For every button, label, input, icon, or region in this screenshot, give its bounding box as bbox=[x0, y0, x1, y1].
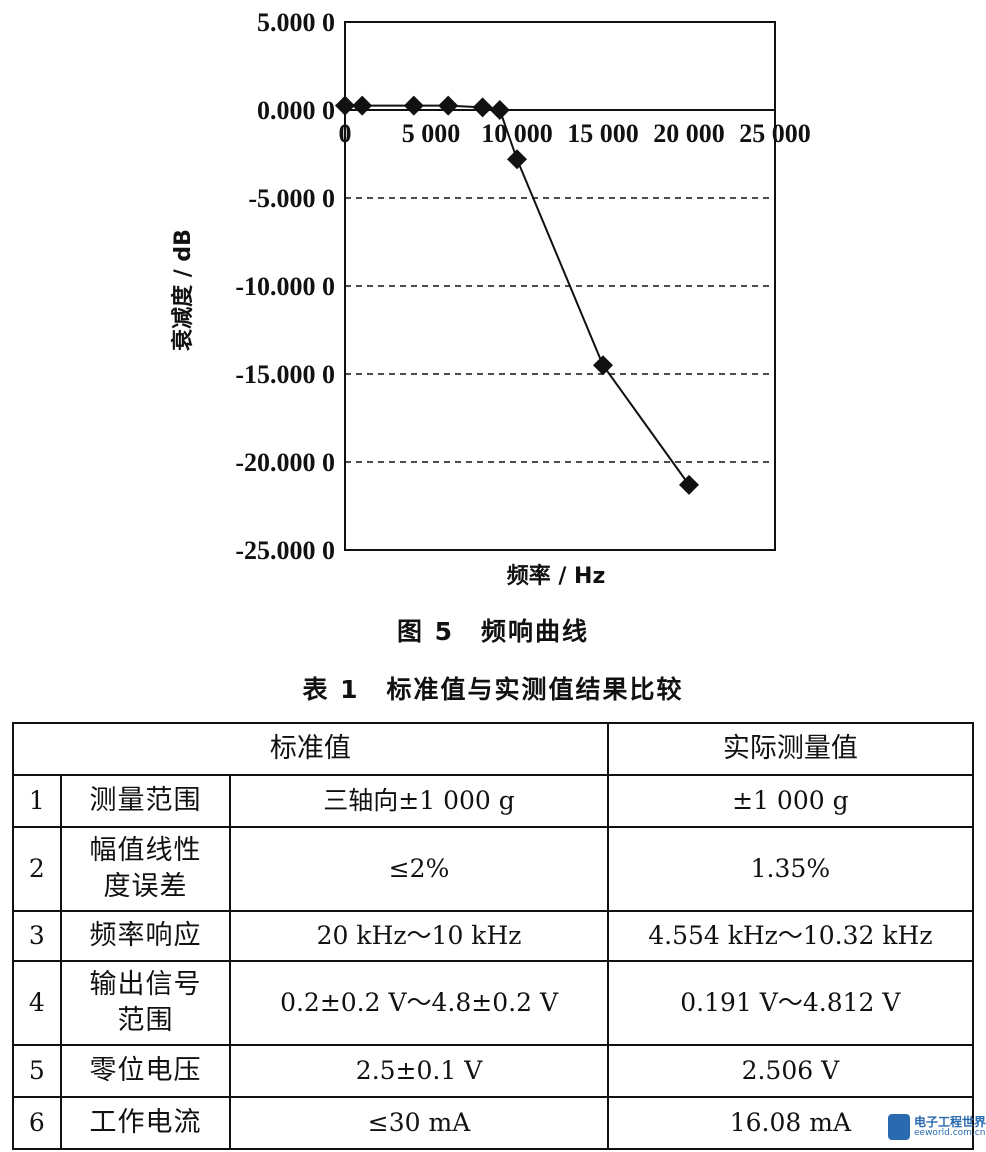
frequency-response-chart: 5.000 0 0.000 0 -5.000 0 -10.000 0 -15.000 0… bbox=[170, 8, 811, 589]
row-measured: 0.191 V～4.812 V bbox=[606, 960, 975, 1046]
data-point-marker bbox=[472, 97, 493, 118]
y-tick-label: -10.000 0 bbox=[235, 272, 335, 301]
data-point-marker bbox=[438, 95, 459, 116]
table-caption: 表 1 标准值与实测值结果比较 bbox=[302, 675, 684, 704]
row-standard: 20 kHz～10 kHz bbox=[229, 910, 609, 962]
x-tick-label: 10 000 bbox=[481, 119, 553, 148]
y-tick-label: -25.000 0 bbox=[235, 536, 335, 565]
y-tick-label: 0.000 0 bbox=[257, 96, 335, 125]
table-row: 5 零位电压 2.5±0.1 V 2.506 V bbox=[12, 1044, 975, 1098]
comparison-table: 标准值 实际测量值 1 测量范围 三轴向±1 000 g ±1 000 g 2 … bbox=[12, 722, 975, 1150]
figure-caption: 图 5 频响曲线 bbox=[396, 617, 590, 646]
row-item: 幅值线性 度误差 bbox=[59, 826, 232, 912]
x-tick-label: 25 000 bbox=[739, 119, 811, 148]
y-tick-label: 5.000 0 bbox=[257, 8, 335, 37]
row-standard: 2.5±0.1 V bbox=[229, 1044, 609, 1098]
logo-icon bbox=[888, 1114, 910, 1140]
header-standard: 标准值 bbox=[12, 722, 609, 776]
data-point-marker bbox=[593, 355, 613, 376]
y-tick-label: -5.000 0 bbox=[248, 184, 335, 213]
y-axis-title: 衰减度 / dB bbox=[170, 229, 196, 352]
row-item: 输出信号 范围 bbox=[59, 960, 232, 1046]
data-point-marker bbox=[403, 95, 424, 116]
header-measured: 实际测量值 bbox=[606, 722, 975, 776]
row-measured: 2.506 V bbox=[606, 1044, 975, 1098]
data-point-marker bbox=[352, 95, 373, 116]
row-standard: ≤30 mA bbox=[229, 1096, 609, 1150]
watermark-title: 电子工程世界 bbox=[914, 1115, 986, 1129]
row-index: 4 bbox=[12, 960, 62, 1046]
row-standard: 三轴向±1 000 g bbox=[229, 774, 609, 828]
row-item-line: 度误差 bbox=[103, 871, 188, 902]
watermark-site: eeworld.com.cn bbox=[914, 1128, 986, 1138]
x-tick-label: 15 000 bbox=[567, 119, 639, 148]
row-measured: 1.35% bbox=[606, 826, 975, 912]
table-row: 2 幅值线性 度误差 ≤2% 1.35% bbox=[12, 826, 975, 912]
row-item: 频率响应 bbox=[59, 910, 232, 962]
row-index: 2 bbox=[12, 826, 62, 912]
row-item-line: 输出信号 bbox=[89, 969, 202, 1000]
row-item: 工作电流 bbox=[59, 1096, 232, 1150]
row-index: 5 bbox=[12, 1044, 62, 1098]
row-measured: 16.08 mA bbox=[606, 1096, 975, 1150]
x-axis-title: 频率 / Hz bbox=[507, 563, 606, 589]
data-point-marker bbox=[489, 100, 510, 120]
row-item: 零位电压 bbox=[59, 1044, 232, 1098]
y-tick-label: -15.000 0 bbox=[235, 360, 335, 389]
table-row: 4 输出信号 范围 0.2±0.2 V～4.8±0.2 V 0.191 V～4.… bbox=[12, 960, 975, 1046]
row-standard: 0.2±0.2 V～4.8±0.2 V bbox=[229, 960, 609, 1046]
data-point-marker bbox=[335, 95, 355, 116]
x-tick-label: 0 bbox=[339, 119, 352, 148]
table-row: 3 频率响应 20 kHz～10 kHz 4.554 kHz～10.32 kHz bbox=[12, 910, 975, 962]
row-item: 测量范围 bbox=[59, 774, 232, 828]
table-row: 1 测量范围 三轴向±1 000 g ±1 000 g bbox=[12, 774, 975, 828]
row-measured: 4.554 kHz～10.32 kHz bbox=[606, 910, 975, 962]
watermark-logo: 电子工程世界 eeworld.com.cn bbox=[886, 1110, 986, 1144]
row-index: 1 bbox=[12, 774, 62, 828]
row-index: 6 bbox=[12, 1096, 62, 1150]
row-standard: ≤2% bbox=[229, 826, 609, 912]
data-point-marker bbox=[679, 474, 699, 495]
y-tick-label: -20.000 0 bbox=[235, 448, 335, 477]
row-measured: ±1 000 g bbox=[606, 774, 975, 828]
table-row: 6 工作电流 ≤30 mA 16.08 mA bbox=[12, 1096, 975, 1150]
data-point-marker bbox=[507, 149, 527, 170]
row-index: 3 bbox=[12, 910, 62, 962]
row-item-line: 幅值线性 bbox=[89, 835, 202, 866]
table-header-row: 标准值 实际测量值 bbox=[12, 722, 975, 776]
x-tick-label: 5 000 bbox=[402, 119, 461, 148]
x-tick-label: 20 000 bbox=[653, 119, 725, 148]
row-item-line: 范围 bbox=[117, 1005, 174, 1036]
